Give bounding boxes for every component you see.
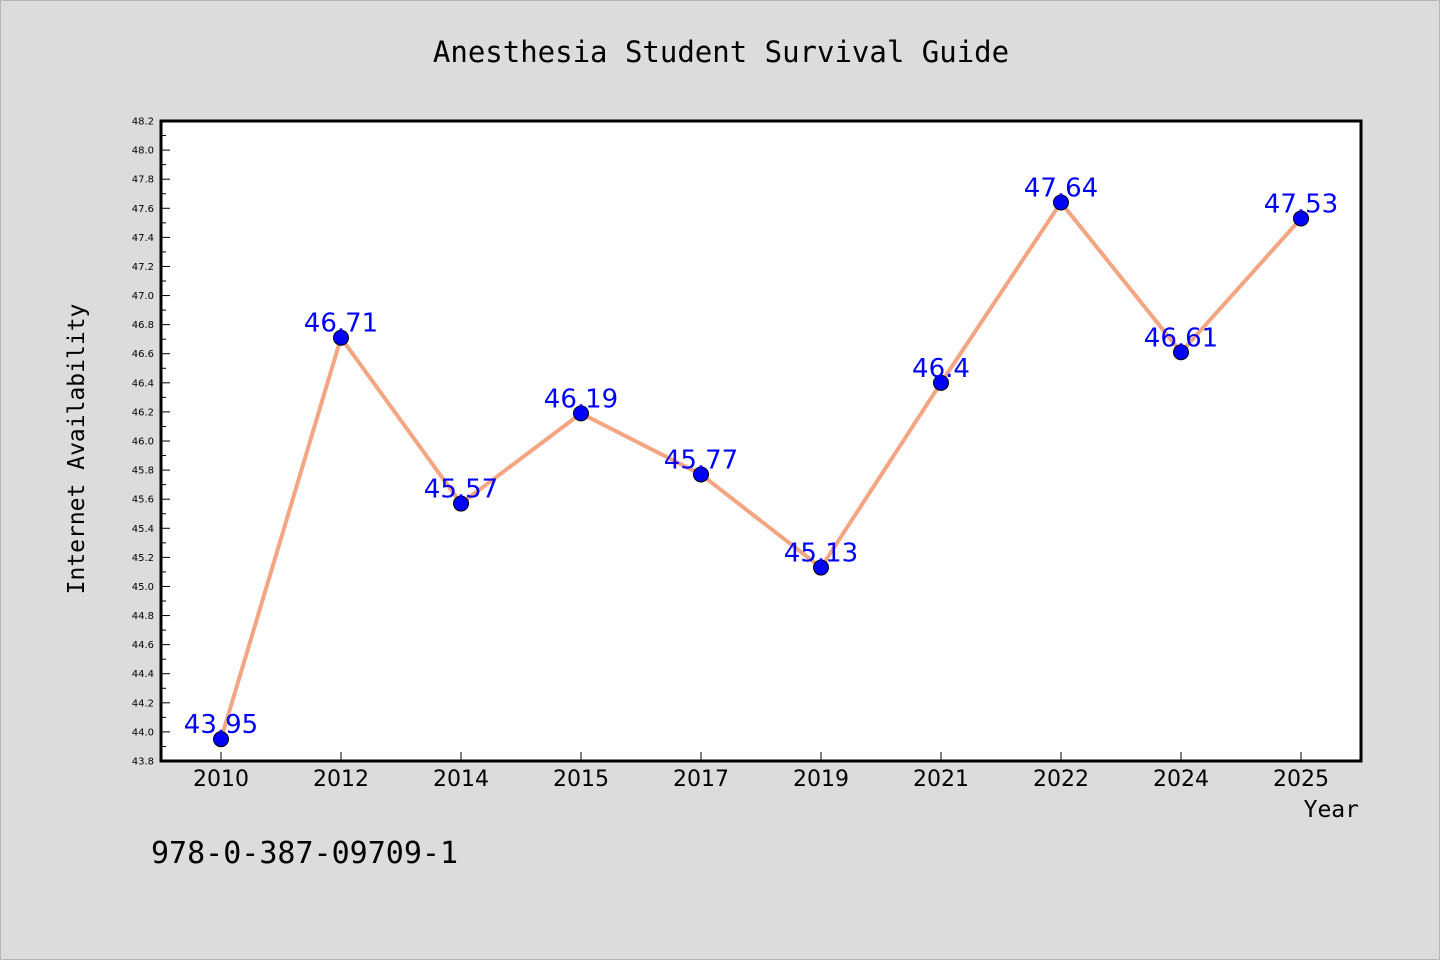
data-label: 45.77: [664, 445, 738, 475]
y-tick-label: 45.8: [132, 466, 154, 477]
data-point: [453, 495, 469, 512]
isbn-text: 978-0-387-09709-1: [151, 836, 459, 871]
plot-area: [159, 119, 1363, 763]
data-point: [333, 329, 349, 346]
data-label: 46.4: [912, 354, 970, 384]
y-tick-label: 44.0: [132, 727, 154, 738]
x-tick-label: 2012: [313, 767, 369, 792]
y-tick-label: 46.2: [132, 407, 154, 418]
x-tick-label: 2017: [673, 767, 729, 792]
x-tick-label: 2025: [1273, 767, 1329, 792]
x-tick-label: 2015: [553, 767, 609, 792]
data-label: 46.19: [544, 384, 618, 414]
y-tick-label: 47.4: [132, 233, 154, 244]
data-label: 46.61: [1144, 323, 1218, 353]
data-label: 46.71: [304, 309, 378, 339]
x-tick-label: 2022: [1033, 767, 1089, 792]
x-tick-label: 2021: [913, 767, 969, 792]
y-tick-label: 46.0: [132, 437, 154, 448]
y-tick-label: 48.2: [132, 117, 154, 128]
y-tick-label: 44.4: [132, 669, 154, 680]
data-point: [933, 374, 949, 391]
y-tick-label: 46.8: [132, 320, 154, 331]
x-tick-label: 2024: [1153, 767, 1209, 792]
data-point: [1053, 194, 1069, 211]
data-label: 45.13: [784, 539, 858, 569]
y-tick-label: 44.6: [132, 640, 154, 651]
y-tick-label: 48.0: [132, 146, 154, 157]
y-tick-label: 47.2: [132, 262, 154, 273]
y-tick-label: 44.2: [132, 698, 154, 709]
series-line: [219, 200, 1303, 740]
x-tick-label: 2010: [193, 767, 249, 792]
chart-title: Anesthesia Student Survival Guide: [432, 35, 1010, 69]
data-point: [693, 466, 709, 483]
data-point: [1293, 210, 1309, 227]
data-label: 47.53: [1264, 189, 1338, 219]
y-tick-label: 47.6: [132, 204, 154, 215]
data-point: [213, 731, 229, 748]
y-tick-label: 46.4: [132, 378, 154, 389]
x-tick-label: 2014: [433, 767, 489, 792]
y-tick-label: 44.8: [132, 611, 154, 622]
data-point: [813, 559, 829, 576]
data-label: 43.95: [184, 710, 258, 740]
y-tick-label: 47.8: [132, 175, 154, 186]
y-tick-label: 43.8: [132, 757, 154, 768]
data-point: [1173, 344, 1189, 361]
y-tick-label: 45.2: [132, 553, 154, 564]
y-tick-label: 47.0: [132, 291, 154, 302]
y-tick-label: 45.4: [132, 524, 154, 535]
x-tick-label: 2019: [793, 767, 849, 792]
y-tick-label: 45.0: [132, 582, 154, 593]
data-label: 45.57: [424, 475, 498, 505]
y-tick-label: 45.6: [132, 495, 154, 506]
y-tick-label: 46.6: [132, 349, 154, 360]
x-axis-label: Year: [1303, 797, 1359, 823]
data-label: 47.64: [1024, 173, 1098, 203]
data-point: [573, 405, 589, 422]
